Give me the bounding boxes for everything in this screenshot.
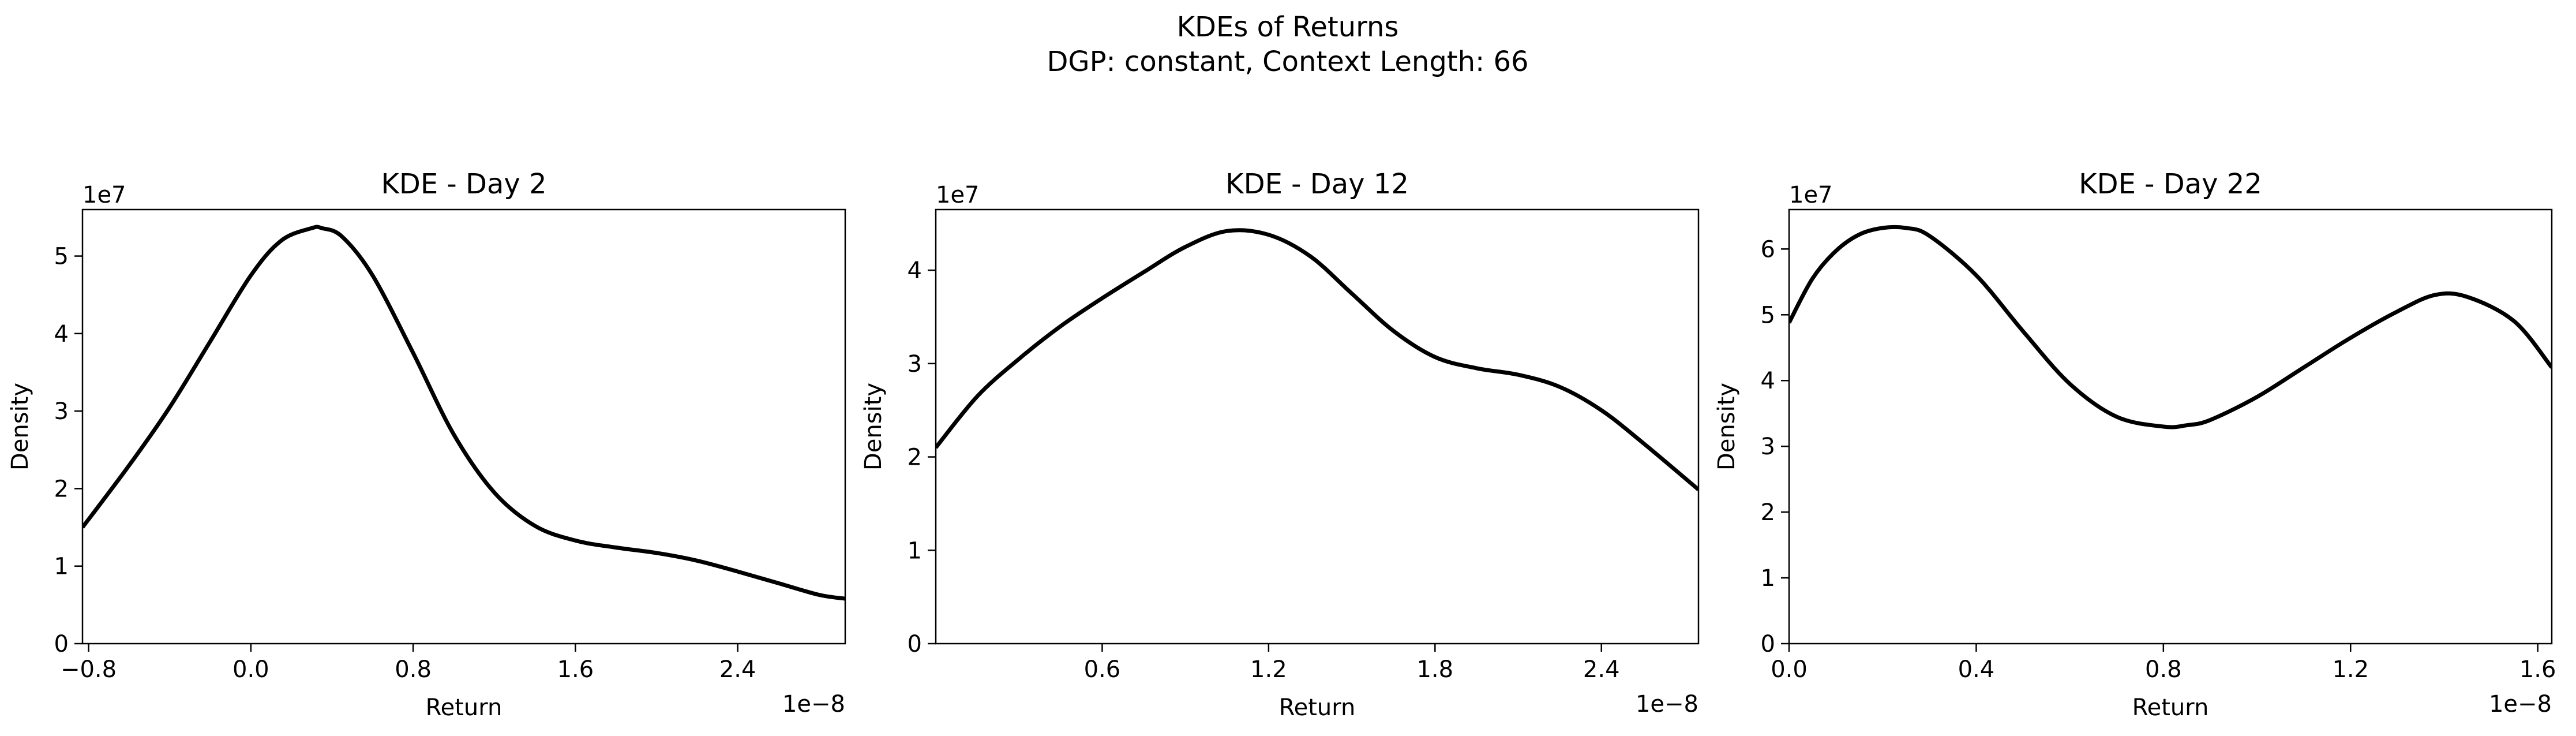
y-offset-label: 1e7 (1789, 182, 1833, 208)
axes-frame (81, 208, 846, 645)
y-tick-label: 0 (1761, 631, 1775, 657)
subplot-2: 0.6 1.2 1.8 2.4 0 1 2 3 4 1e7 1e−8 KDE - Day 12 Retu… (860, 168, 1700, 721)
subplot-title: KDE - Day 2 (381, 168, 546, 200)
x-tick-label: 1.2 (1250, 656, 1287, 683)
y-tick-label: 2 (1761, 499, 1775, 526)
subplots: −0.8 0.0 0.8 1.6 2.4 0 1 2 3 4 5 1e7 1e−8 KDE - Day 2… (7, 168, 2556, 721)
y-offset-label: 1e7 (83, 182, 126, 208)
y-tick-label: 1 (908, 537, 922, 564)
y-tick-label: 4 (908, 257, 922, 284)
y-axis-label: Density (7, 383, 33, 470)
x-offset-label: 1e−8 (1636, 691, 1698, 718)
kde-line (936, 228, 1698, 491)
x-tick-label: 0.8 (395, 656, 432, 683)
axes-frame (1788, 208, 2553, 645)
x-tick-label: 0.8 (2145, 656, 2182, 683)
y-tick-label: 2 (54, 476, 69, 502)
y-offset-label: 1e7 (936, 182, 980, 208)
y-tick-label: 1 (54, 554, 69, 580)
x-tick-label: 1.8 (1416, 656, 1453, 683)
x-tick-label: 1.6 (2519, 656, 2556, 683)
x-axis-label: Return (2132, 694, 2209, 721)
y-tick-label: 0 (908, 631, 922, 657)
y-tick-label: 3 (908, 351, 922, 378)
axes-frame (935, 208, 1700, 645)
x-offset-label: 1e−8 (782, 691, 845, 718)
kde-line (1789, 225, 2552, 429)
y-tick-label: 4 (1761, 368, 1775, 394)
figure-subtitle: DGP: constant, Context Length: 66 (1047, 46, 1528, 78)
y-axis-label: Density (860, 383, 887, 470)
kde-line (83, 225, 845, 601)
y-tick-label: 3 (1761, 434, 1775, 460)
x-tick-label: 1.2 (2332, 656, 2369, 683)
x-tick-label: 0.4 (1958, 656, 1995, 683)
y-tick-label: 6 (1761, 236, 1775, 263)
subplot-title: KDE - Day 22 (2079, 168, 2262, 200)
figure-title: KDEs of Returns (1177, 11, 1399, 43)
x-tick-label: 1.6 (557, 656, 594, 683)
y-tick-label: 5 (1761, 302, 1775, 328)
x-tick-label: 0.0 (233, 656, 269, 683)
subplot-3: 0.0 0.4 0.8 1.2 1.6 0 1 2 3 4 5 6 1e7 1e−8 KDE - Day 2… (1713, 168, 2556, 721)
x-tick-label: −0.8 (61, 656, 117, 683)
subplot-1: −0.8 0.0 0.8 1.6 2.4 0 1 2 3 4 5 1e7 1e−8 KDE - Day 2… (7, 168, 846, 721)
y-tick-label: 5 (54, 244, 69, 270)
x-offset-label: 1e−8 (2489, 691, 2552, 718)
x-tick-label: 0.6 (1084, 656, 1121, 683)
x-tick-label: 2.4 (719, 656, 756, 683)
x-tick-label: 2.4 (1583, 656, 1620, 683)
y-tick-label: 2 (908, 444, 922, 471)
y-tick-label: 1 (1761, 565, 1775, 592)
x-axis-label: Return (1279, 694, 1356, 721)
x-tick-label: 0.0 (1771, 656, 1808, 683)
y-tick-label: 3 (54, 398, 69, 425)
subplot-title: KDE - Day 12 (1225, 168, 1409, 200)
x-axis-label: Return (426, 694, 503, 721)
y-tick-label: 0 (54, 631, 69, 657)
y-tick-label: 4 (54, 321, 69, 348)
y-axis-label: Density (1713, 383, 1740, 470)
